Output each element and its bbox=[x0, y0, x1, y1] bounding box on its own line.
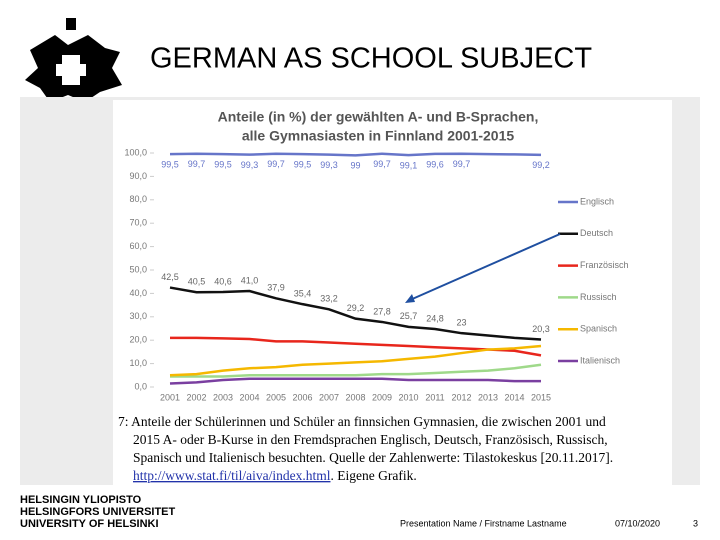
value-label: 99 bbox=[350, 161, 360, 171]
value-label: 99,6 bbox=[426, 159, 444, 169]
x-tick-label: 2011 bbox=[425, 392, 444, 402]
value-label: 41,0 bbox=[241, 275, 259, 285]
series-line bbox=[170, 336, 542, 357]
value-label: 23 bbox=[456, 318, 466, 328]
series-line bbox=[169, 152, 542, 157]
caption-end: . Eigene Grafik. bbox=[330, 468, 416, 483]
series-line bbox=[170, 363, 542, 378]
x-tick-label: 2007 bbox=[319, 392, 339, 402]
value-label: 24,8 bbox=[426, 313, 444, 323]
x-tick-label: 2009 bbox=[372, 392, 392, 402]
value-label: 40,6 bbox=[214, 276, 232, 286]
x-tick-label: 2003 bbox=[213, 392, 233, 402]
date: 07/10/2020 bbox=[615, 518, 660, 528]
value-label: 42,5 bbox=[161, 272, 179, 282]
arrow-head bbox=[405, 294, 415, 303]
value-label: 99,5 bbox=[214, 160, 232, 170]
university-name: HELSINGIN YLIOPISTO bbox=[20, 494, 142, 506]
value-label: 35,4 bbox=[294, 289, 312, 299]
caption-line: 7: Anteile der Schülerinnen und Schüler … bbox=[118, 414, 606, 429]
x-tick-label: 2015 bbox=[531, 392, 551, 402]
value-label: 20,3 bbox=[532, 324, 550, 334]
x-tick-label: 2014 bbox=[504, 392, 524, 402]
plot: 0,0 10,0 20,0 30,0 40,0 50,0 60,0 70,0 80,0 90,0 1… bbox=[124, 147, 628, 402]
x-tick-label: 2005 bbox=[266, 392, 286, 402]
caption-link[interactable]: http://www.stat.fi/til/aiva/index.html bbox=[133, 468, 331, 483]
value-label: 99,7 bbox=[267, 159, 285, 169]
value-label: 33,2 bbox=[320, 294, 338, 304]
x-tick-label: 2001 bbox=[160, 392, 180, 402]
legend-label: Deutsch bbox=[580, 228, 613, 238]
x-tick-label: 2006 bbox=[292, 392, 312, 402]
series-line bbox=[169, 377, 541, 385]
value-label: 25,7 bbox=[400, 311, 418, 321]
legend-label: Spanisch bbox=[580, 324, 617, 334]
series-line bbox=[169, 286, 542, 341]
value-label: 99,7 bbox=[453, 159, 471, 169]
legend-label: Italienisch bbox=[580, 355, 620, 365]
value-label: 40,5 bbox=[188, 277, 206, 287]
value-label: 99,2 bbox=[532, 160, 550, 170]
value-label: 99,5 bbox=[294, 160, 312, 170]
caption-line: http://www.stat.fi/til/aiva/index.html. … bbox=[133, 468, 417, 483]
y-tick-label: 80,0 bbox=[129, 194, 147, 204]
y-tick-label: 60,0 bbox=[129, 241, 147, 251]
value-label: 37,9 bbox=[267, 283, 285, 293]
x-tick-label: 2012 bbox=[451, 392, 471, 402]
y-tick-label: 50,0 bbox=[129, 264, 147, 274]
y-tick-label: 40,0 bbox=[129, 288, 147, 298]
y-tick-label: 30,0 bbox=[129, 311, 147, 321]
y-tick-label: 20,0 bbox=[129, 335, 147, 345]
x-tick-label: 2013 bbox=[478, 392, 498, 402]
value-label: 99,3 bbox=[241, 160, 259, 170]
legend-label: Russisch bbox=[580, 292, 617, 302]
caption-line: Spanisch und Italienisch besuchten. Quel… bbox=[133, 450, 613, 465]
value-label: 29,2 bbox=[347, 303, 365, 313]
value-label: 99,3 bbox=[320, 160, 338, 170]
annotation-arrow bbox=[409, 233, 561, 301]
value-label: 99,7 bbox=[188, 159, 206, 169]
value-label: 27,8 bbox=[373, 306, 391, 316]
series-line bbox=[169, 344, 542, 377]
x-tick-label: 2008 bbox=[345, 392, 365, 402]
logo bbox=[25, 18, 122, 120]
x-tick-label: 2004 bbox=[239, 392, 259, 402]
chart-subtitle: alle Gymnasiasten in Finnland 2001-2015 bbox=[242, 128, 515, 144]
legend-label: Französisch bbox=[580, 260, 629, 270]
value-label: 99,1 bbox=[400, 160, 418, 170]
page-number: 3 bbox=[693, 518, 698, 528]
x-tick-label: 2010 bbox=[398, 392, 418, 402]
value-label: 99,5 bbox=[161, 160, 179, 170]
value-label: 99,7 bbox=[373, 159, 391, 169]
university-name: HELSINGFORS UNIVERSITET bbox=[20, 506, 176, 518]
y-tick-label: 0,0 bbox=[134, 381, 147, 391]
university-name: UNIVERSITY OF HELSINKI bbox=[20, 518, 159, 530]
caption-line: 2015 A- oder B-Kurse in den Fremdsprache… bbox=[133, 432, 608, 447]
y-tick-label: 10,0 bbox=[129, 358, 147, 368]
y-tick-label: 100,0 bbox=[124, 147, 147, 157]
slide-title: GERMAN AS SCHOOL SUBJECT bbox=[150, 43, 592, 75]
chart-title: Anteile (in %) der gewählten A- und B-Sp… bbox=[218, 109, 539, 125]
presenter: Presentation Name / Firstname Lastname bbox=[400, 518, 567, 528]
y-tick-label: 90,0 bbox=[129, 171, 147, 181]
y-tick-label: 70,0 bbox=[129, 218, 147, 228]
legend-label: Englisch bbox=[580, 196, 614, 206]
x-tick-label: 2002 bbox=[186, 392, 206, 402]
